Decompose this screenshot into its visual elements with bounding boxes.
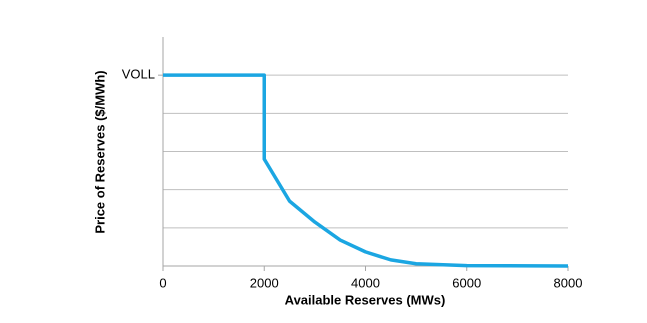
y-axis-title: Price of Reserves ($/MWh) <box>92 70 107 233</box>
x-tick-label: 6000 <box>452 275 481 290</box>
x-tick-label: 2000 <box>250 275 279 290</box>
x-tick-label: 8000 <box>554 275 583 290</box>
x-tick-label: 4000 <box>351 275 380 290</box>
y-tick-label: VOLL <box>122 67 155 82</box>
x-axis-title: Available Reserves (MWs) <box>285 292 446 307</box>
x-tick-label: 0 <box>159 275 166 290</box>
data-line <box>163 73 569 268</box>
